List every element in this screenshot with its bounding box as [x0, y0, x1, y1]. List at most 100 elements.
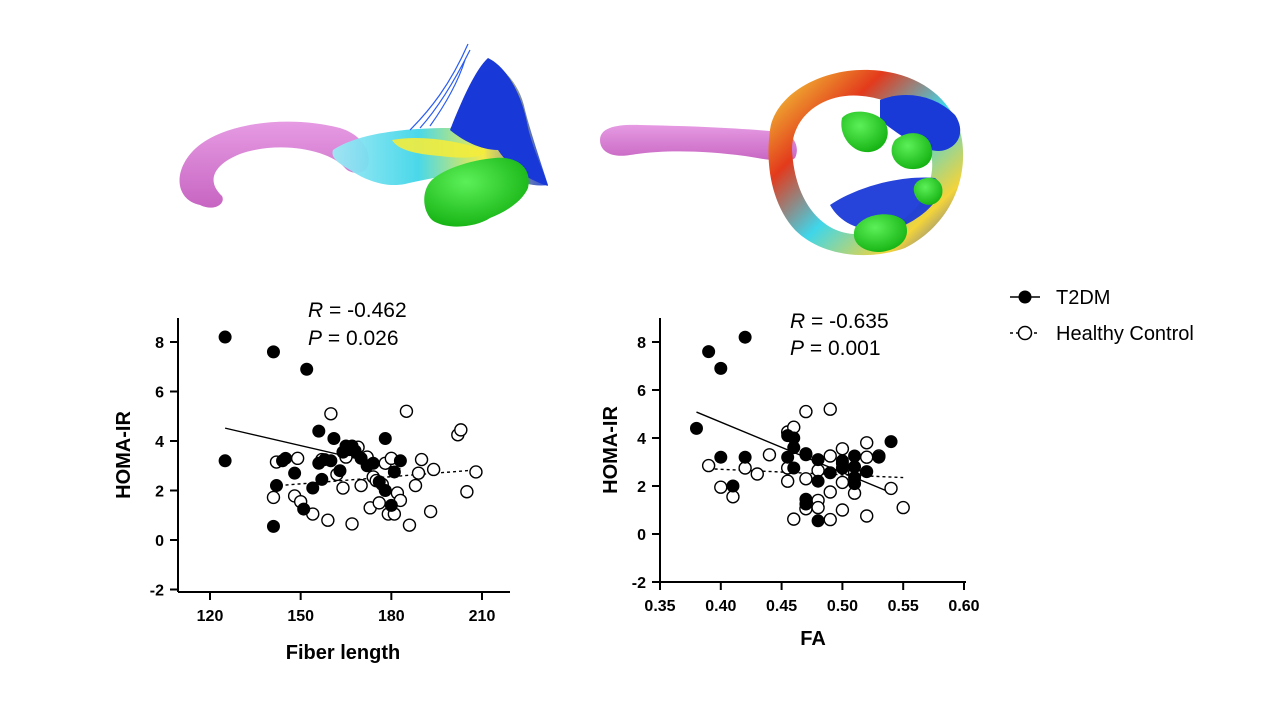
data-point-t2dm: [384, 498, 398, 512]
y-tick-label: 4: [155, 434, 164, 451]
data-point-t2dm: [884, 435, 898, 449]
data-point-healthy-control: [714, 480, 728, 494]
data-point-healthy-control: [266, 490, 281, 505]
data-point-healthy-control: [762, 448, 777, 462]
data-point-t2dm: [333, 464, 347, 478]
y-tick-label: 4: [637, 431, 646, 448]
data-point-t2dm: [279, 451, 293, 465]
data-point-t2dm: [218, 454, 232, 468]
data-point-t2dm: [218, 330, 232, 344]
data-point-t2dm: [811, 453, 825, 467]
stat-p-value: = 0.026: [322, 327, 398, 350]
tractography-left-image: [179, 43, 548, 227]
data-point-t2dm: [366, 456, 380, 470]
data-point-t2dm: [726, 479, 740, 493]
tract-green-right-mid: [891, 133, 933, 170]
stat-r-line: R = -0.635: [790, 310, 889, 333]
tract-purple-left: [179, 121, 369, 208]
tract-blue-lower-right: [830, 177, 941, 231]
x-tick-label: 0.35: [644, 598, 675, 615]
legend-label-healthy-control: Healthy Control: [1056, 323, 1194, 345]
stat-p-line: P = 0.026: [308, 327, 399, 350]
x-tick-label: 0.50: [827, 598, 858, 615]
stat-p-label: P: [790, 337, 804, 360]
data-point-healthy-control: [860, 509, 874, 523]
legend-marker-open: [1017, 325, 1033, 341]
x-axis-title: Fiber length: [286, 642, 400, 664]
x-tick-label: 0.55: [888, 598, 919, 615]
data-point-healthy-control: [460, 485, 474, 499]
data-point-healthy-control: [823, 402, 837, 416]
data-point-t2dm: [714, 361, 728, 375]
data-point-healthy-control: [354, 478, 368, 493]
data-point-healthy-control: [799, 404, 813, 419]
data-point-healthy-control: [423, 504, 438, 519]
data-point-healthy-control: [336, 481, 350, 495]
data-point-healthy-control: [399, 404, 414, 418]
y-tick-label: 2: [637, 479, 646, 496]
stat-r-value: = -0.462: [323, 299, 406, 322]
x-tick-label: 0.40: [705, 598, 736, 615]
data-point-healthy-control: [884, 481, 898, 496]
y-tick-label: 8: [637, 335, 646, 352]
data-point-healthy-control: [860, 436, 874, 450]
chart-fiber-length: -2 0 2 4 6 8 120 150 180 210 HOMA-IR Fiber lengt…: [113, 299, 510, 664]
data-point-healthy-control: [321, 513, 335, 527]
tract-green-left: [424, 157, 529, 227]
data-point-healthy-control: [811, 463, 825, 478]
stat-r-line: R = -0.462: [308, 299, 407, 322]
data-point-healthy-control: [811, 500, 825, 515]
tract-thin-fibers-left: [409, 43, 471, 131]
data-point-healthy-control: [469, 465, 483, 479]
legend-item-t2dm: T2DM: [1010, 287, 1110, 309]
stat-r-label: R: [790, 310, 805, 333]
data-point-healthy-control: [290, 451, 305, 466]
y-tick-label: 6: [637, 383, 646, 400]
data-point-t2dm: [315, 472, 329, 486]
y-tick-label: 0: [155, 533, 164, 550]
data-point-t2dm: [799, 497, 813, 511]
data-point-t2dm: [823, 466, 837, 480]
tract-blue-fan-right: [880, 95, 961, 151]
data-point-healthy-control: [345, 517, 359, 531]
data-point-t2dm: [387, 465, 401, 479]
data-point-healthy-control: [787, 512, 801, 526]
stat-p-label: P: [308, 327, 322, 350]
y-axis-title: HOMA-IR: [113, 411, 135, 499]
y-tick-label: -2: [150, 583, 164, 600]
data-point-t2dm: [378, 484, 392, 497]
data-point-healthy-control: [823, 449, 837, 463]
data-point-healthy-control: [780, 474, 795, 488]
data-point-healthy-control: [750, 467, 764, 481]
tract-green-right-side: [913, 177, 943, 205]
y-tick-label: 2: [155, 484, 164, 501]
data-point-healthy-control: [738, 461, 752, 475]
data-point-t2dm: [306, 481, 320, 495]
y-tick-label: 0: [637, 527, 646, 544]
data-point-t2dm: [872, 450, 886, 464]
tract-yellow-streak-left: [392, 138, 486, 158]
data-point-t2dm: [327, 432, 341, 446]
x-tick-label: 0.60: [948, 598, 979, 615]
y-tick-label: 8: [155, 335, 164, 352]
data-point-t2dm: [324, 454, 338, 468]
y-tick-label: -2: [632, 575, 646, 592]
data-point-t2dm: [860, 465, 874, 479]
data-point-healthy-control: [835, 475, 850, 490]
data-point-healthy-control: [860, 450, 874, 464]
data-point-t2dm: [848, 460, 862, 474]
data-point-healthy-control: [823, 512, 837, 527]
x-axis-title: FA: [800, 628, 826, 650]
y-axis-title: HOMA-IR: [600, 406, 622, 494]
x-tick-label: 210: [469, 608, 496, 625]
data-point-t2dm: [297, 502, 311, 516]
legend-marker-filled: [1018, 290, 1032, 304]
y-tick-label: 6: [155, 385, 164, 402]
legend: T2DM Healthy Control: [1010, 287, 1194, 345]
x-tick-label: 180: [378, 608, 405, 625]
legend-item-healthy-control: Healthy Control: [1010, 323, 1194, 345]
legend-label-t2dm: T2DM: [1056, 287, 1110, 309]
data-point-healthy-control: [799, 472, 813, 486]
data-point-t2dm: [835, 454, 849, 468]
data-point-healthy-control: [823, 485, 837, 499]
